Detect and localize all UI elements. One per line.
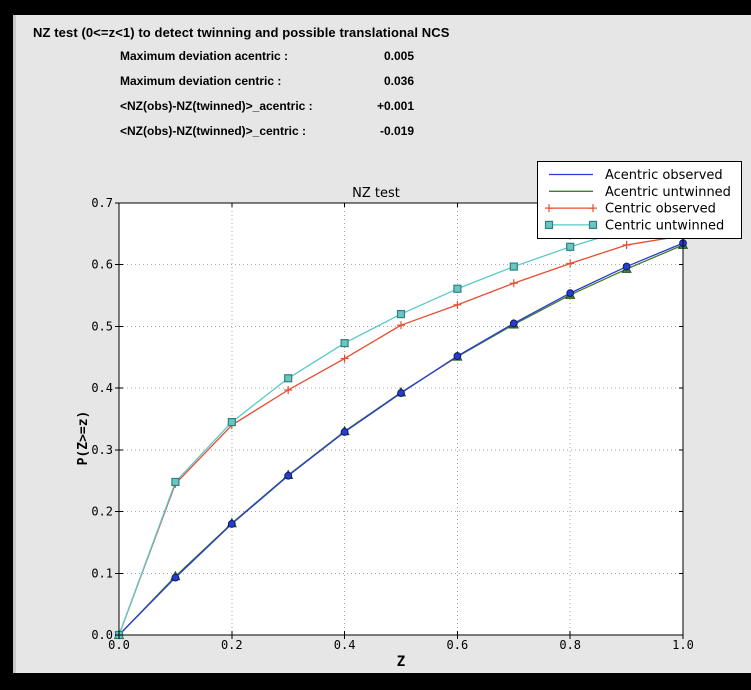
- chart-title: NZ test: [352, 186, 400, 201]
- data-point-marker: [284, 374, 293, 383]
- y-axis-label: P(Z>=z): [76, 411, 91, 466]
- data-point-marker: [566, 289, 575, 298]
- legend-item-centric-observed: Centric observed: [545, 202, 716, 217]
- legend-label: Centric untwinned: [605, 218, 724, 233]
- y-tick-label: 0.2: [91, 505, 113, 519]
- page-title: NZ test (0<=z<1) to detect twinning and …: [33, 25, 450, 40]
- x-tick-label: 0.2: [221, 638, 243, 652]
- data-point-marker: [566, 242, 575, 251]
- x-tick-label: 0.0: [108, 638, 130, 652]
- legend-item-centric-untwinned: Centric untwinned: [544, 218, 724, 233]
- data-point-marker: [340, 338, 349, 348]
- x-tick-label: 1.0: [672, 638, 694, 652]
- data-point-marker: [622, 262, 631, 271]
- data-point-marker: [284, 471, 293, 480]
- y-tick-label: 0.0: [91, 628, 113, 642]
- data-point-marker: [588, 220, 598, 229]
- legend-label: Acentric observed: [605, 168, 723, 183]
- x-tick-label: 0.8: [559, 638, 581, 652]
- axes-frame: [118, 202, 684, 636]
- x-tick-label: 0.6: [447, 638, 469, 652]
- stat-label: Maximum deviation centric :: [120, 74, 282, 88]
- stat-row: <NZ(obs)-NZ(twinned)>_centric : -0.019: [120, 124, 414, 138]
- legend: Acentric observed Acentric untwinned Centr…: [537, 161, 742, 239]
- plot-area: [119, 203, 683, 635]
- stat-value: -0.019: [379, 124, 414, 138]
- data-point-marker: [509, 262, 518, 271]
- data-point-marker: [227, 417, 236, 427]
- stat-label: <NZ(obs)-NZ(twinned)>_acentric :: [120, 99, 313, 113]
- y-tick-label: 0.7: [91, 196, 113, 210]
- data-point-marker: [340, 428, 349, 436]
- y-tick-label: 0.4: [91, 381, 113, 395]
- data-point-marker: [544, 220, 554, 229]
- data-point-marker: [171, 573, 180, 582]
- data-point-marker: [227, 520, 236, 528]
- stat-row: Maximum deviation acentric : 0.005: [120, 49, 414, 63]
- stat-label: <NZ(obs)-NZ(twinned)>_centric :: [120, 124, 307, 138]
- legend-item-acentric-observed: Acentric observed: [549, 168, 723, 183]
- x-tick-label: 0.4: [334, 638, 356, 652]
- data-point-marker: [171, 477, 180, 487]
- y-tick-label: 0.1: [91, 566, 113, 580]
- tick-labels: 0.0 0.2 0.4 0.6 0.8 1.0 0.0 0.1 0.2 0.3 0.4 0.5 0.6 0…: [91, 196, 694, 652]
- stat-value: 0.005: [383, 49, 414, 63]
- stat-row: <NZ(obs)-NZ(twinned)>_acentric : +0.001: [120, 99, 414, 113]
- stat-value: 0.036: [383, 74, 414, 88]
- x-axis-label: Z: [397, 654, 405, 670]
- y-tick-label: 0.5: [91, 319, 113, 333]
- data-point-marker: [397, 389, 405, 397]
- panel-left-edge: [13, 15, 16, 673]
- y-tick-label: 0.3: [91, 443, 113, 457]
- y-tick-label: 0.6: [91, 258, 113, 272]
- stat-row: Maximum deviation centric : 0.036: [120, 74, 414, 88]
- legend-label: Acentric untwinned: [605, 185, 731, 200]
- data-point-marker: [396, 309, 406, 319]
- data-point-marker: [453, 352, 462, 360]
- stat-value: +0.001: [376, 99, 414, 113]
- stat-label: Maximum deviation acentric :: [120, 49, 289, 63]
- data-point-marker: [453, 284, 462, 293]
- legend-item-acentric-untwinned: Acentric untwinned: [549, 185, 731, 200]
- data-point-marker: [509, 319, 518, 328]
- legend-label: Centric observed: [605, 202, 716, 217]
